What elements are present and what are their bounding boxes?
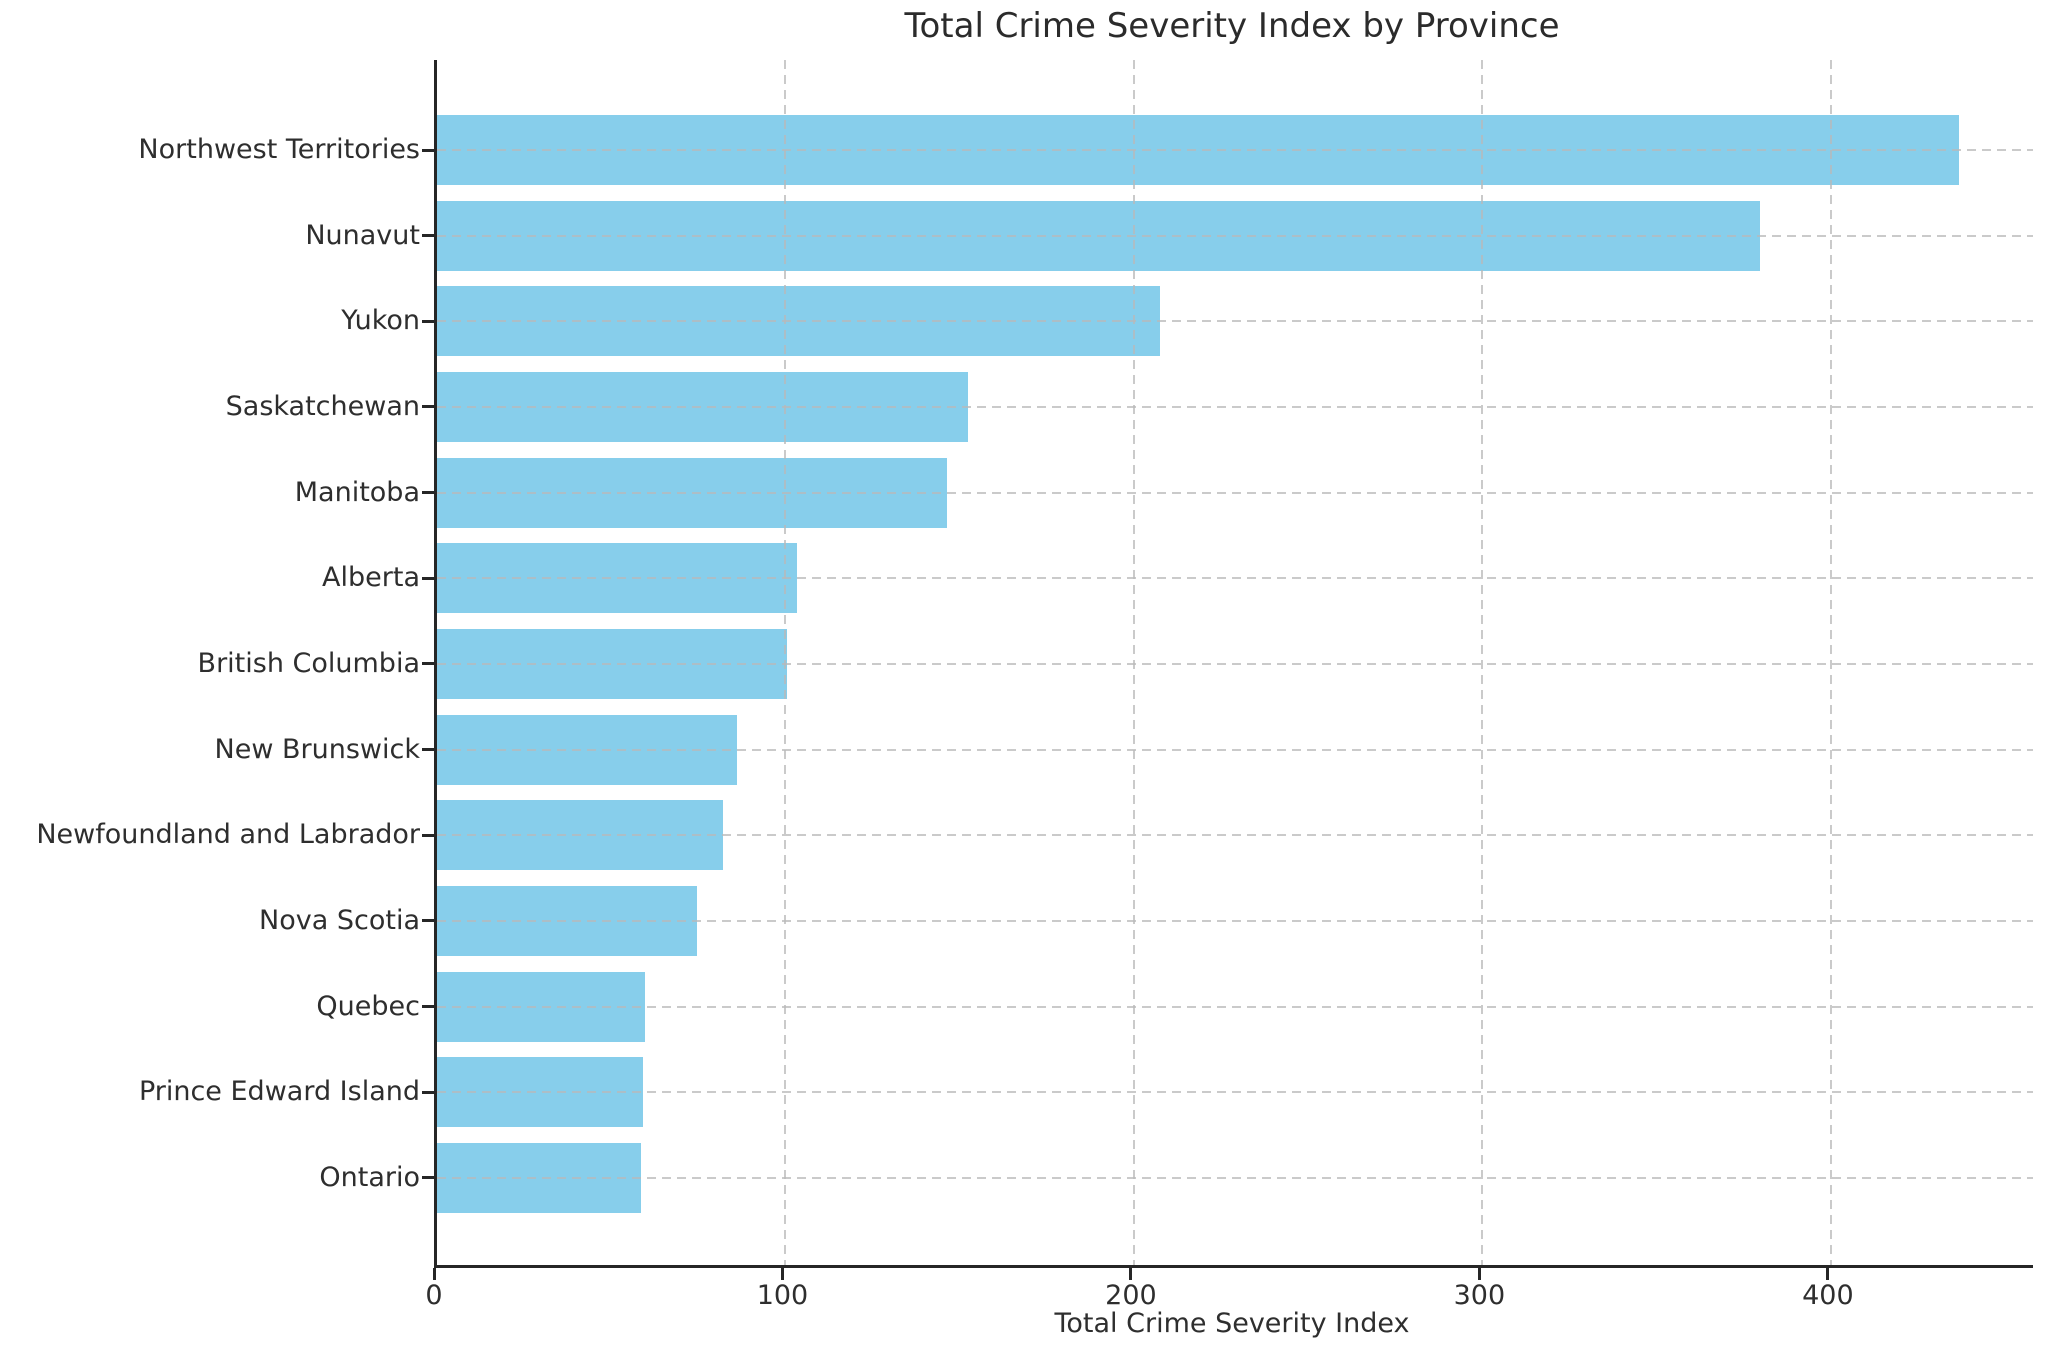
y-tick-label-3: Saskatchewan — [225, 390, 420, 422]
x-tick-label-400: 400 — [1802, 1280, 1854, 1311]
y-tick-mark-5 — [422, 576, 434, 580]
horizontal-gridline-0 — [437, 149, 2033, 151]
vertical-gridline-100 — [784, 60, 787, 1265]
y-tick-label-4: Manitoba — [294, 476, 420, 508]
y-tick-label-0: Northwest Territories — [138, 134, 420, 165]
y-tick-label-11: Prince Edward Island — [138, 1076, 420, 1108]
horizontal-gridline-12 — [437, 1176, 2033, 1179]
x-tick-mark-0 — [432, 1268, 436, 1280]
y-tick-mark-1 — [422, 234, 434, 238]
vertical-gridline-400 — [1829, 60, 1832, 1265]
x-tick-label-300: 300 — [1453, 1280, 1506, 1311]
y-tick-mark-4 — [422, 491, 434, 495]
y-tick-mark-10 — [422, 1005, 434, 1008]
y-tick-mark-8 — [422, 833, 434, 837]
y-tick-label-10: Quebec — [316, 990, 420, 1022]
horizontal-gridline-11 — [437, 1091, 2033, 1094]
horizontal-gridline-8 — [437, 834, 2033, 837]
y-tick-mark-9 — [422, 919, 434, 923]
y-tick-label-2: Yukon — [341, 305, 420, 337]
horizontal-gridline-3 — [437, 405, 2033, 408]
horizontal-gridline-6 — [437, 662, 2033, 665]
x-tick-mark-100 — [780, 1268, 784, 1280]
y-tick-label-7: New Brunswick — [214, 733, 420, 765]
horizontal-gridline-4 — [437, 491, 2033, 494]
y-tick-label-6: British Columbia — [197, 647, 420, 679]
horizontal-gridline-7 — [437, 748, 2033, 751]
x-tick-label-200: 200 — [1105, 1280, 1157, 1311]
horizontal-gridline-5 — [437, 577, 2033, 580]
y-tick-mark-12 — [422, 1176, 434, 1180]
y-tick-mark-3 — [422, 405, 434, 409]
horizontal-gridline-1 — [437, 234, 2033, 237]
horizontal-gridline-9 — [437, 919, 2033, 922]
y-tick-label-5: Alberta — [322, 562, 420, 594]
y-tick-label-8: Newfoundland and Labrador — [36, 819, 420, 851]
x-tick-label-0: 0 — [425, 1280, 443, 1311]
y-tick-label-12: Ontario — [319, 1161, 420, 1193]
horizontal-gridline-2 — [437, 320, 2033, 323]
vertical-gridline-300 — [1481, 60, 1484, 1265]
x-tick-mark-400 — [1826, 1268, 1830, 1280]
x-tick-mark-300 — [1477, 1268, 1481, 1280]
x-tick-label-100: 100 — [756, 1280, 809, 1311]
x-tick-mark-200 — [1129, 1268, 1133, 1280]
y-tick-mark-11 — [422, 1090, 434, 1094]
y-tick-mark-0 — [422, 148, 434, 152]
y-tick-label-9: Nova Scotia — [259, 904, 420, 936]
vertical-gridline-200 — [1132, 60, 1135, 1265]
chart-title: Total Crime Severity Index by Province — [904, 6, 1560, 46]
y-tick-label-1: Nunavut — [305, 219, 420, 251]
horizontal-gridline-10 — [437, 1005, 2033, 1008]
y-tick-mark-6 — [422, 662, 434, 666]
y-tick-mark-7 — [422, 748, 434, 752]
plot-area — [434, 60, 2033, 1268]
x-axis-label: Total Crime Severity Index — [1054, 1308, 1410, 1339]
y-tick-mark-2 — [422, 319, 434, 323]
